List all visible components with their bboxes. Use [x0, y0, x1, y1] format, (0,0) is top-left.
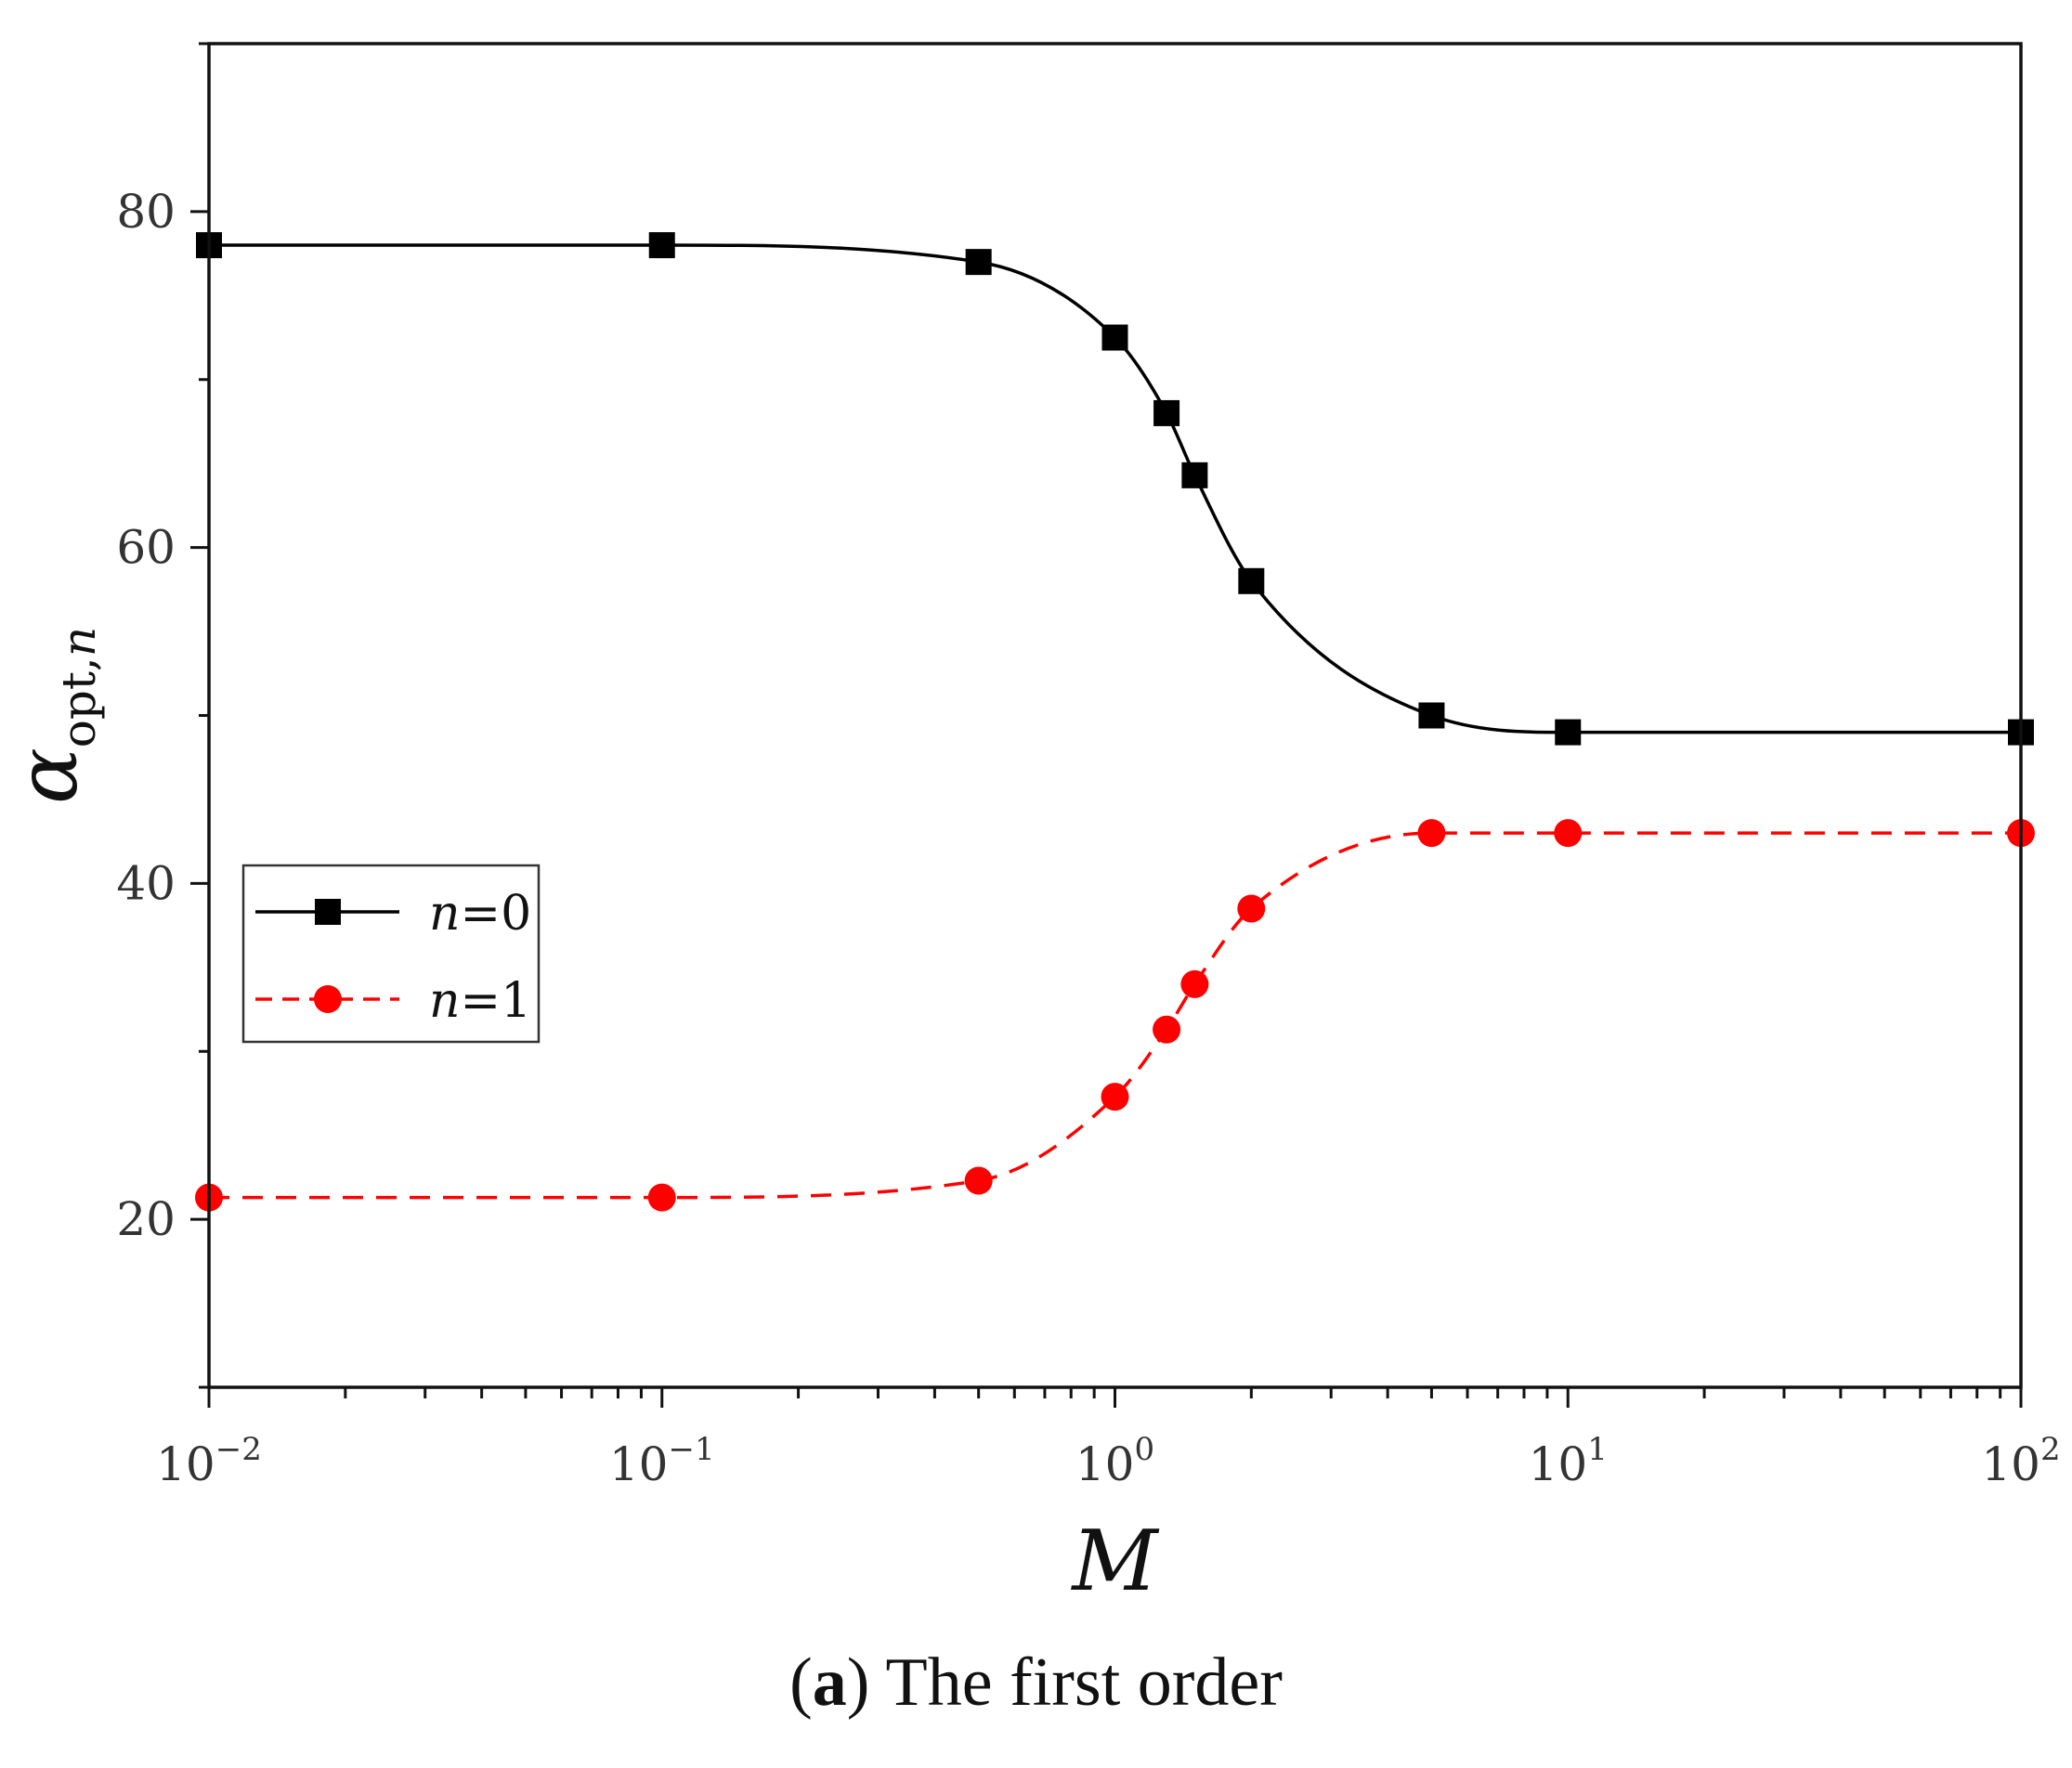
data-point-n=1-5 — [1180, 969, 1209, 998]
caption-letter: a — [812, 1644, 847, 1721]
data-point-n=0-2 — [965, 249, 992, 276]
legend-marker-n=0 — [315, 899, 341, 925]
x-tick-label: 100 — [1075, 1431, 1154, 1491]
x-tick-label: 102 — [1981, 1431, 2060, 1491]
caption-text: The first order — [869, 1644, 1283, 1721]
data-point-n=1-8 — [1554, 819, 1583, 848]
x-tick-label: 10−1 — [609, 1431, 715, 1491]
data-point-n=1-3 — [1101, 1083, 1129, 1112]
data-point-n=1-4 — [1153, 1015, 1181, 1044]
y-tick-label: 60 — [116, 521, 176, 575]
y-tick-label: 40 — [116, 856, 176, 910]
data-point-n=0-5 — [1181, 462, 1208, 488]
data-point-n=0-3 — [1101, 324, 1128, 351]
data-point-n=0-4 — [1153, 399, 1180, 426]
legend-label-n=0: n=0 — [429, 886, 531, 942]
data-point-n=0-7 — [1418, 702, 1445, 729]
legend: n=0 n=1 — [241, 864, 541, 1044]
y-tick-label: 80 — [116, 185, 176, 239]
x-tick-label: 101 — [1529, 1431, 1608, 1491]
y-tick-label: 20 — [116, 1192, 176, 1246]
caption-close-paren: ) — [846, 1644, 870, 1721]
data-point-n=1-6 — [1237, 894, 1266, 923]
legend-label-n=1: n=1 — [429, 973, 531, 1029]
fit-curves — [209, 243, 2021, 1200]
x-tick-label: 10−2 — [156, 1431, 262, 1491]
data-point-n=1-7 — [1417, 819, 1446, 848]
caption-open-paren: ( — [789, 1644, 813, 1721]
y-axis-title: αopt,n — [0, 627, 106, 804]
legend-marker-n=1 — [314, 985, 342, 1013]
x-axis-title: M — [1070, 1513, 1159, 1610]
data-point-n=1-1 — [647, 1183, 676, 1212]
data-point-n=0-6 — [1238, 567, 1265, 594]
figure-caption: (a) The first order — [0, 1644, 2072, 1722]
data-point-n=0-1 — [648, 232, 675, 259]
data-point-n=1-2 — [964, 1166, 993, 1195]
series-line-n=0 — [209, 243, 2021, 734]
data-points — [195, 232, 2035, 1212]
legend-box — [241, 864, 541, 1044]
data-point-n=0-8 — [1555, 719, 1582, 746]
